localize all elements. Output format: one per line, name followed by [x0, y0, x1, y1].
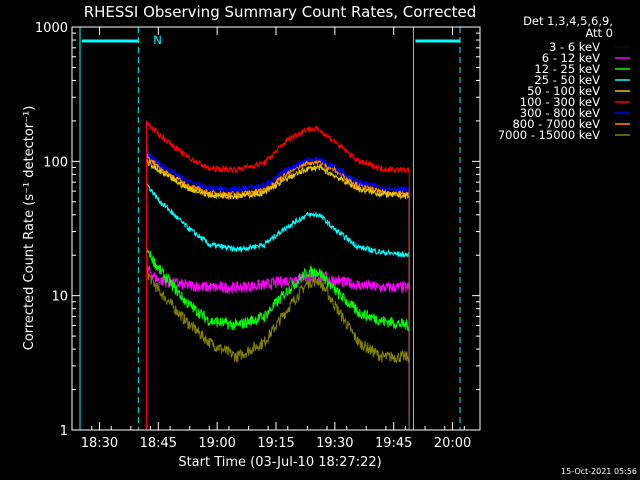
series-line-3: [146, 182, 410, 431]
legend-label-8: 7000 - 15000 keV: [498, 128, 600, 142]
series-line-7: [146, 152, 410, 431]
legend-label-5: 100 - 300 keV: [520, 95, 600, 109]
x-tick-label-5: 19:45: [375, 436, 412, 451]
series-line-6: [146, 149, 410, 431]
y-axis: 1 10 100 1000: [35, 21, 480, 439]
series-line-8: [146, 268, 410, 431]
x-tick-label-0: 18:30: [81, 436, 118, 451]
legend-header-0: Det 1,3,4,5,6,9,: [523, 14, 613, 28]
x-tick-label-1: 18:45: [140, 436, 177, 451]
night-intervals: [79, 27, 461, 430]
x-tick-label-2: 19:00: [198, 436, 235, 451]
y-tick-label-3: 1000: [35, 21, 68, 36]
legend-label-6: 300 - 800 keV: [520, 106, 600, 120]
annotation-n: N: [153, 33, 162, 47]
series-line-5: [146, 120, 410, 431]
legend-label-0: 3 - 6 keV: [549, 40, 600, 54]
x-tick-label-3: 19:15: [257, 436, 294, 451]
y-tick-label-1: 10: [51, 290, 68, 305]
x-axis-label: Start Time (03-Jul-10 18:27:22): [178, 455, 381, 470]
series-layer: [146, 120, 410, 432]
legend-label-4: 50 - 100 keV: [527, 84, 600, 98]
series-line-1: [146, 262, 410, 431]
legend-label-3: 25 - 50 keV: [534, 73, 600, 87]
timestamp: 15-Oct-2021 05:56: [561, 467, 637, 476]
chart-title: RHESSI Observing Summary Count Rates, Co…: [84, 3, 477, 21]
series-line-2: [146, 249, 410, 431]
legend-label-2: 12 - 25 keV: [534, 62, 600, 76]
series-line-4: [146, 159, 410, 431]
series-line-0: [146, 304, 410, 432]
legend-label-7: 800 - 7000 keV: [512, 117, 600, 131]
y-tick-label-0: 1: [60, 424, 68, 439]
legend-label-1: 6 - 12 keV: [542, 51, 600, 65]
y-axis-label: Corrected Count Rate (s⁻¹ detector⁻¹): [22, 106, 37, 351]
legend-header-1: Att 0: [585, 26, 613, 40]
x-tick-label-4: 19:30: [316, 436, 353, 451]
x-axis: 18:30 18:45 19:00 19:15 19:30 19:45 20:00: [71, 27, 471, 451]
x-tick-label-6: 20:00: [434, 436, 471, 451]
y-tick-label-2: 100: [43, 155, 68, 170]
